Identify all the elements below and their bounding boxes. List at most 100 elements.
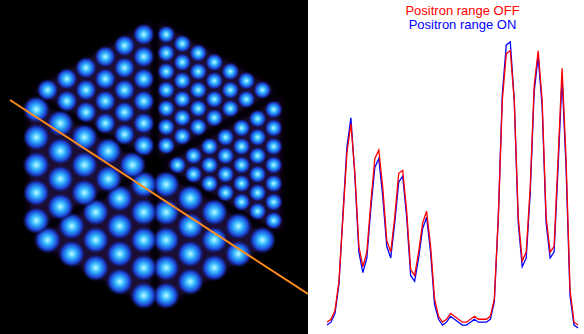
phantom-rod <box>176 267 204 295</box>
phantom-rod <box>56 68 79 91</box>
phantom-rod <box>216 146 235 165</box>
phantom-rod <box>264 119 283 138</box>
phantom-sector <box>159 23 276 158</box>
phantom-rod <box>130 254 158 282</box>
phantom-rod <box>232 137 251 156</box>
phantom-rod <box>94 68 117 91</box>
figure: Positron range OFFPositron range ON <box>0 0 584 334</box>
phantom-rod <box>46 192 74 220</box>
phantom-rod <box>70 179 98 207</box>
phantom-rod <box>189 62 208 81</box>
phantom-rod <box>94 165 122 193</box>
phantom-rod <box>22 206 50 234</box>
phantom-rod <box>264 100 283 119</box>
phantom-rod <box>130 226 158 254</box>
phantom-rod <box>157 136 176 155</box>
phantom-rod <box>75 79 98 102</box>
phantom-rod <box>113 79 136 102</box>
phantom-rod <box>75 101 98 124</box>
phantom-rod <box>157 25 176 44</box>
phantom-rod <box>176 240 204 268</box>
phantom-rod <box>248 165 267 184</box>
phantom-rod <box>248 146 267 165</box>
phantom-rod <box>36 79 59 102</box>
phantom-rod <box>173 90 192 109</box>
phantom-rod <box>132 68 155 91</box>
phantom-rod <box>189 118 208 137</box>
phantom-rod <box>132 23 155 46</box>
phantom-rod <box>173 53 192 72</box>
phantom-rod <box>113 34 136 57</box>
phantom-rod <box>237 90 256 109</box>
phantom-rod <box>200 156 219 175</box>
phantom-rod <box>232 193 251 212</box>
phantom-rod <box>200 137 219 156</box>
phantom-rod <box>248 183 267 202</box>
phantom-rod <box>232 156 251 175</box>
phantom-rod <box>189 81 208 100</box>
phantom-rod <box>189 99 208 118</box>
phantom-rod <box>132 90 155 113</box>
phantom-rod <box>94 112 117 135</box>
phantom-rod <box>200 174 219 193</box>
phantom-rod <box>94 90 117 113</box>
phantom-rod <box>57 240 85 268</box>
phantom-rod <box>248 202 267 221</box>
phantom-rod <box>205 108 224 127</box>
phantom-rod <box>113 101 136 124</box>
phantom-rod <box>224 212 252 240</box>
phantom-rod <box>232 174 251 193</box>
phantom-sector <box>34 23 151 158</box>
phantom-rod <box>184 165 203 184</box>
phantom-rod <box>264 137 283 156</box>
phantom-rod <box>200 198 228 226</box>
phantom-rod <box>264 174 283 193</box>
phantom-rod <box>157 81 176 100</box>
phantom-rod <box>264 193 283 212</box>
phantom-rod <box>46 165 74 193</box>
phantom-rod <box>216 128 235 147</box>
phantom-rod <box>248 109 267 128</box>
phantom-rod <box>173 127 192 146</box>
phantom-rod <box>106 240 134 268</box>
phantom-rod <box>248 226 276 254</box>
phantom-rod <box>132 45 155 68</box>
phantom-rod <box>22 123 50 151</box>
phantom-rod <box>132 134 155 157</box>
phantom-rod <box>106 267 134 295</box>
phantom-rod <box>157 62 176 81</box>
profile-line <box>10 100 308 294</box>
image-background <box>0 0 308 334</box>
phantom-rod <box>82 254 110 282</box>
phantom-rod <box>75 56 98 79</box>
phantom-rod <box>22 179 50 207</box>
phantom-rod <box>56 90 79 113</box>
phantom-rod <box>113 56 136 79</box>
legend-entry: Positron range OFF <box>405 3 519 18</box>
phantom-rod <box>157 99 176 118</box>
phantom-rod <box>176 184 204 212</box>
phantom-image <box>0 0 308 334</box>
phantom-rod <box>221 81 240 100</box>
phantom-rod <box>113 123 136 146</box>
phantom-rod <box>224 240 252 268</box>
phantom-rod <box>232 119 251 138</box>
phantom-rod <box>205 90 224 109</box>
phantom-rod <box>200 254 228 282</box>
phantom-rod <box>106 212 134 240</box>
phantom-rod <box>237 71 256 90</box>
legend: Positron range OFFPositron range ON <box>405 3 519 32</box>
plot-area <box>327 42 578 328</box>
phantom-rod <box>70 123 98 151</box>
phantom-rod <box>130 198 158 226</box>
phantom-rod <box>46 137 74 165</box>
legend-entry: Positron range ON <box>409 17 517 32</box>
phantom-rod <box>94 45 117 68</box>
phantom-rod <box>253 81 272 100</box>
phantom-rod <box>173 71 192 90</box>
phantom-rod <box>205 71 224 90</box>
phantom-rod <box>221 99 240 118</box>
phantom-rod <box>173 108 192 127</box>
phantom-rod <box>157 44 176 63</box>
phantom-rod <box>22 151 50 179</box>
